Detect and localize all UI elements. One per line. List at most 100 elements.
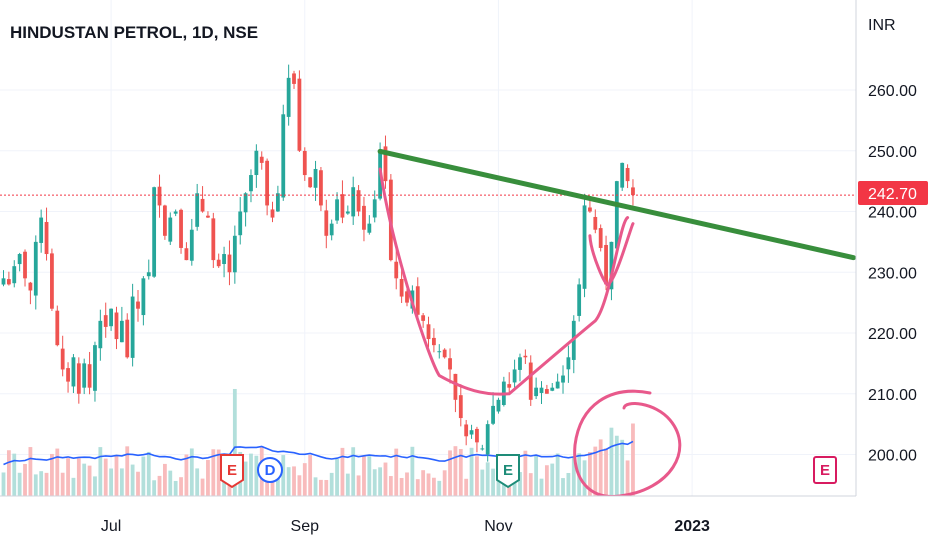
- volume-bar: [566, 472, 571, 496]
- volume-bar: [157, 475, 162, 496]
- candle-body: [523, 355, 528, 358]
- candle-body: [173, 211, 178, 214]
- volume-bar: [335, 459, 339, 496]
- volume-bar: [448, 450, 452, 496]
- candle-body: [270, 209, 275, 218]
- candle-body: [71, 357, 76, 387]
- candle-body: [518, 357, 522, 370]
- candle-body: [598, 228, 603, 248]
- handle-drawing[interactable]: [588, 222, 635, 286]
- candle-body: [189, 229, 194, 261]
- candle-body: [631, 187, 635, 196]
- candle-body: [286, 77, 291, 117]
- candle-body: [6, 279, 11, 285]
- candle-body: [44, 221, 49, 255]
- volume-bar: [168, 470, 173, 496]
- volume-bar: [340, 447, 345, 496]
- volume-bar: [372, 469, 377, 496]
- candle-body: [582, 205, 587, 289]
- candle-body: [17, 254, 22, 265]
- price-tick-label: 230.00: [868, 265, 917, 282]
- price-tick-label: 240.00: [868, 205, 917, 222]
- volume-bar: [297, 475, 302, 496]
- candle-body: [593, 216, 598, 230]
- volume-bar: [534, 455, 539, 496]
- candle-body: [93, 345, 97, 391]
- candle-body: [292, 73, 296, 84]
- volume-bar: [345, 473, 350, 496]
- candle-body: [588, 207, 592, 212]
- earnings-badge[interactable]: E: [496, 454, 520, 489]
- dividend-badge[interactable]: D: [257, 457, 283, 483]
- candle-body: [432, 337, 436, 346]
- volume-bar: [319, 479, 323, 496]
- candle-body: [539, 387, 544, 393]
- volume-bar: [464, 478, 469, 496]
- candle-body: [421, 315, 426, 321]
- cup-drawing[interactable]: [378, 167, 630, 396]
- candle-body: [50, 253, 54, 309]
- candle-body: [60, 348, 65, 370]
- volume-bar: [308, 455, 313, 496]
- volume-bar: [528, 473, 533, 496]
- volume-bar: [351, 447, 356, 496]
- volume-bar: [23, 463, 27, 496]
- volume-bar: [329, 472, 334, 496]
- volume-bar: [313, 477, 318, 496]
- volume-bar: [249, 453, 253, 496]
- volume-bar: [496, 469, 501, 496]
- volume-bar: [44, 472, 49, 496]
- candle-body: [372, 199, 377, 218]
- earnings-badge[interactable]: E: [220, 454, 244, 489]
- volume-bar: [195, 468, 200, 496]
- volume-bar: [485, 462, 490, 496]
- candle-body: [335, 199, 339, 221]
- candle-body: [614, 181, 619, 249]
- volume-bar: [275, 467, 280, 496]
- volume-bar: [206, 459, 210, 496]
- earnings-badge[interactable]: E: [813, 456, 837, 484]
- volume-bar: [6, 450, 11, 496]
- volume-bar: [480, 469, 485, 496]
- time-tick-label: Jul: [101, 518, 121, 535]
- volume-bar: [179, 477, 183, 496]
- volume-bar: [469, 447, 474, 496]
- candle-body: [249, 175, 253, 192]
- earnings-badge-shape: [813, 456, 837, 484]
- time-tick-label: 2023: [674, 518, 710, 535]
- bottom-axis-area: [0, 496, 932, 550]
- volume-bar: [625, 460, 630, 496]
- price-tick-label: 260.00: [868, 83, 917, 100]
- candle-body: [340, 194, 345, 218]
- candle-body: [550, 387, 555, 391]
- volume-bar: [50, 453, 54, 496]
- volume-bar: [103, 458, 108, 496]
- volume-bar: [270, 480, 275, 496]
- volume-moving-average: [3, 440, 634, 466]
- candle-body: [125, 319, 130, 358]
- candle-body: [491, 405, 495, 424]
- time-tick-label: Nov: [484, 518, 512, 535]
- trendline[interactable]: [377, 148, 857, 261]
- price-tick-label: 250.00: [868, 144, 917, 161]
- volume-bar: [523, 450, 528, 496]
- volume-bar: [614, 435, 619, 496]
- candle-body: [281, 114, 286, 198]
- volume-bar: [544, 465, 549, 496]
- candle-body: [254, 150, 259, 176]
- candle-body: [625, 167, 630, 182]
- volume-bar: [114, 455, 119, 496]
- volume-bar: [378, 467, 382, 496]
- candle-body: [206, 215, 210, 218]
- volume-bar: [442, 470, 447, 496]
- candle-body: [313, 168, 318, 188]
- candle-body: [362, 205, 366, 230]
- volume-bar: [555, 453, 560, 496]
- volume-bar: [39, 471, 44, 496]
- earnings-badge-shape: [220, 454, 244, 489]
- volume-bar: [265, 475, 270, 496]
- volume-bar: [598, 439, 603, 496]
- volume-bar: [141, 456, 146, 496]
